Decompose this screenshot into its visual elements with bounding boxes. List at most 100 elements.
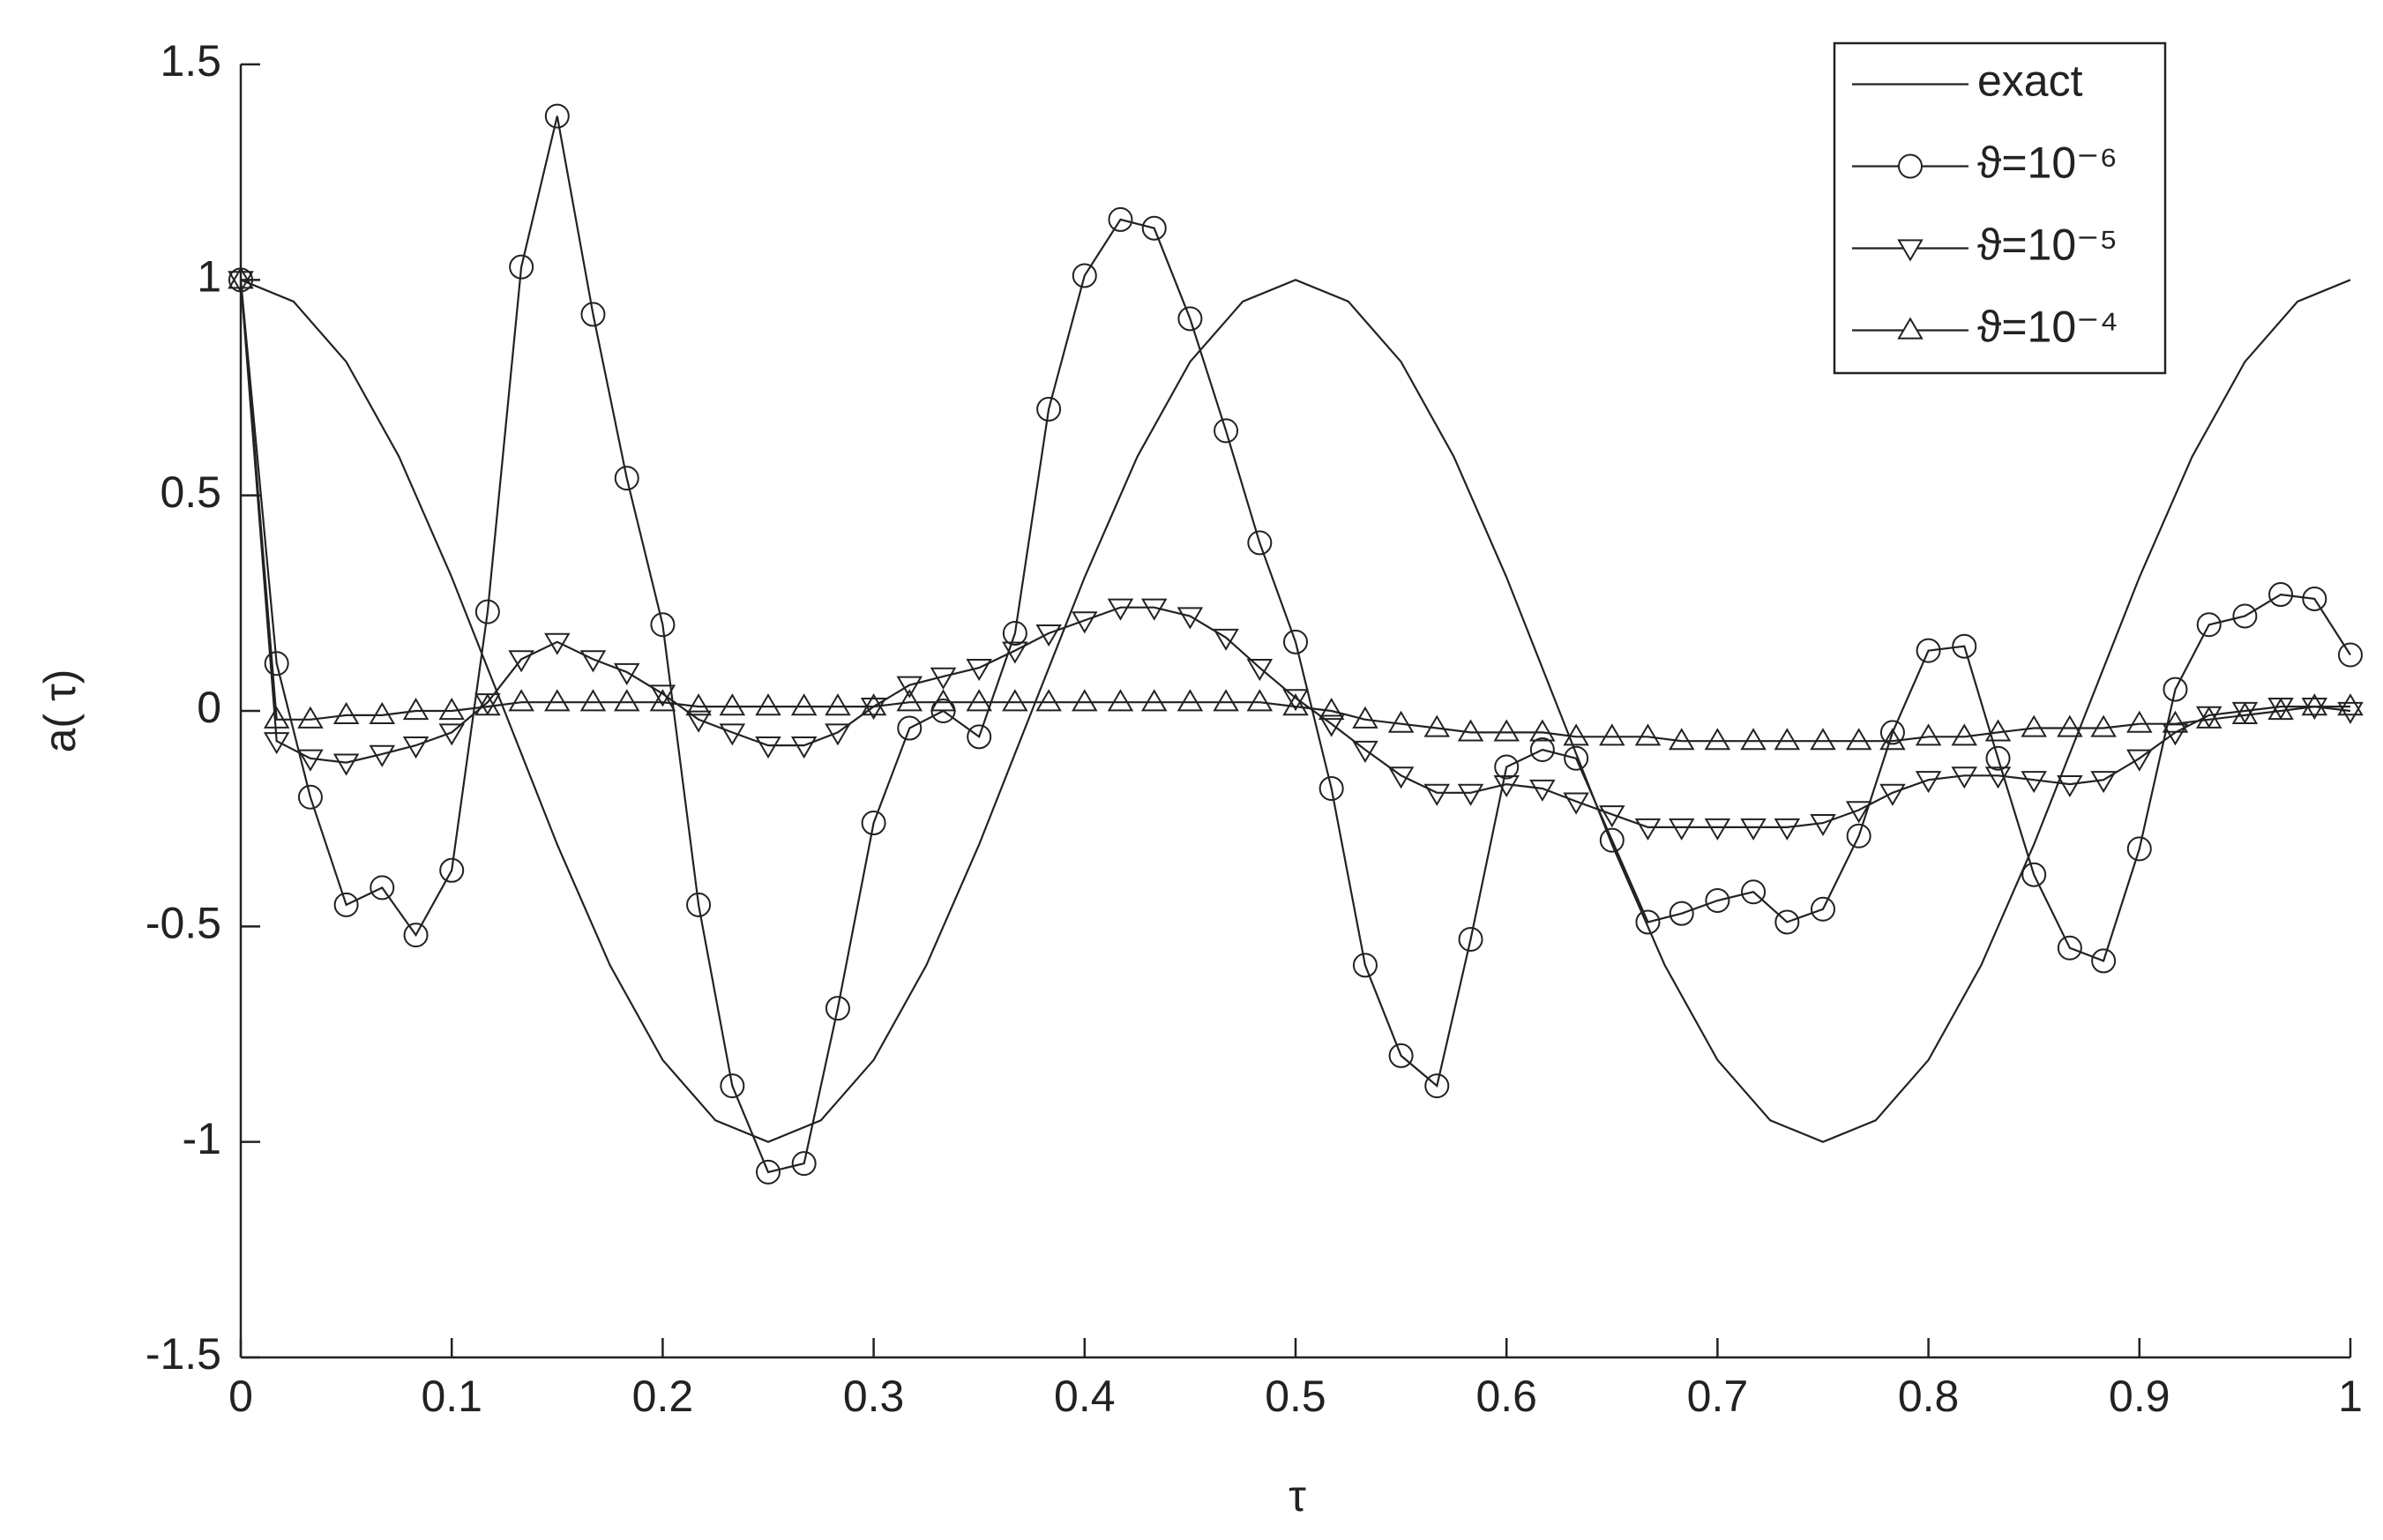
y-tick-label: -1.5 [146, 1329, 221, 1379]
x-tick-label: 0.3 [843, 1372, 905, 1421]
data-point [403, 923, 429, 948]
data-point [2057, 935, 2082, 961]
data-point [790, 736, 818, 759]
data-point [1810, 728, 1836, 751]
data-point [1564, 745, 1589, 771]
data-point [1177, 306, 1203, 332]
data-point [720, 1073, 745, 1099]
x-tick-label: 0.1 [421, 1372, 482, 1421]
data-point [930, 689, 957, 712]
data-point [1915, 723, 1942, 746]
data-point [333, 892, 359, 917]
data-point [1952, 633, 1977, 659]
y-tick-label: 1.5 [160, 36, 221, 86]
data-point [1352, 740, 1378, 763]
data-point [1599, 723, 1625, 746]
data-point [1635, 909, 1661, 935]
data-point [1634, 723, 1662, 746]
data-point [1036, 396, 1062, 422]
data-point [2021, 714, 2047, 737]
data-point [2196, 612, 2222, 638]
data-point [1423, 714, 1451, 737]
data-point [1740, 728, 1767, 751]
data-point [1458, 926, 1483, 952]
data-point [1387, 766, 1415, 789]
x-tick-label: 0 [228, 1372, 253, 1421]
data-point [1494, 754, 1520, 780]
data-point [2267, 698, 2294, 721]
data-point [580, 302, 606, 327]
data-point [685, 710, 712, 733]
data-point [544, 103, 570, 129]
data-point [1599, 805, 1625, 828]
data-point [1774, 909, 1800, 935]
data-point [2301, 693, 2328, 716]
data-point [544, 632, 571, 655]
x-tick-label: 0.8 [1898, 1372, 1960, 1421]
data-point [2162, 710, 2189, 733]
data-point [1282, 689, 1309, 712]
data-point [1072, 611, 1098, 634]
data-point [1247, 530, 1273, 556]
data-point [1318, 775, 1344, 801]
data-point [1072, 263, 1097, 288]
legend-label: ϑ=10⁻⁴ [1977, 303, 2118, 352]
data-point [861, 811, 886, 836]
data-point [613, 689, 640, 712]
data-point [2302, 586, 2327, 611]
data-point [2268, 582, 2294, 608]
data-point [897, 715, 923, 741]
data-point [370, 875, 395, 901]
data-point [1774, 728, 1801, 751]
data-point [1493, 719, 1520, 742]
data-point [1318, 714, 1345, 737]
data-point [2337, 701, 2364, 724]
x-tick-label: 0.6 [1475, 1372, 1537, 1421]
data-point [1915, 771, 1942, 794]
series-line [240, 279, 2351, 1143]
data-point [544, 689, 571, 712]
data-point [2021, 862, 2047, 887]
data-point [1140, 598, 1168, 621]
data-point [228, 271, 254, 294]
y-tick-label: 1 [197, 252, 221, 302]
data-point [1213, 628, 1239, 651]
y-tick-label: -0.5 [146, 899, 221, 948]
data-point [1529, 719, 1556, 742]
data-point [1985, 745, 2011, 771]
data-point [1387, 710, 1415, 733]
data-point [474, 693, 501, 716]
data-point [2126, 836, 2152, 862]
data-point [332, 701, 360, 724]
data-point [264, 651, 289, 677]
data-point [474, 599, 500, 624]
data-point [1599, 827, 1625, 853]
data-point [2090, 714, 2117, 737]
data-point [650, 612, 676, 638]
data-point [2301, 698, 2328, 721]
data-point [1282, 693, 1309, 716]
data-point [2090, 771, 2117, 794]
data-point [825, 693, 851, 716]
data-point [1634, 818, 1662, 841]
data-point [2021, 771, 2047, 794]
series-line [239, 280, 2350, 743]
data-point [1846, 823, 1871, 848]
data-point [686, 892, 712, 917]
data-point [263, 706, 290, 729]
data-point [1318, 698, 1345, 721]
data-point [1740, 818, 1767, 841]
data-point [966, 659, 992, 682]
data-point [297, 749, 324, 772]
x-tick-label: 0.5 [1265, 1372, 1326, 1421]
legend-label: ϑ=10⁻⁶ [1977, 138, 2118, 188]
data-point [1563, 792, 1589, 815]
data-point [1741, 879, 1767, 905]
data-point [1246, 689, 1274, 712]
series-line [239, 280, 2351, 828]
data-point [1108, 206, 1133, 232]
data-point [369, 701, 396, 724]
data-point [967, 724, 992, 750]
data-point [755, 693, 781, 716]
data-point [1072, 689, 1098, 712]
